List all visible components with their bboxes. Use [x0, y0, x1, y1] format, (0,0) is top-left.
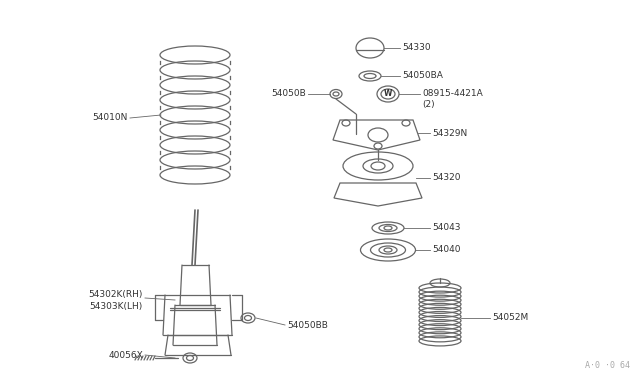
Text: 54052M: 54052M	[492, 314, 528, 323]
Text: W: W	[384, 90, 392, 99]
Text: 54302K(RH): 54302K(RH)	[88, 291, 143, 299]
Text: 54320: 54320	[432, 173, 461, 183]
Text: A·0 ·0 64: A·0 ·0 64	[585, 360, 630, 369]
Text: 54050BA: 54050BA	[402, 71, 443, 80]
Text: 54010N: 54010N	[93, 113, 128, 122]
Text: 54330: 54330	[402, 44, 431, 52]
Text: 08915-4421A: 08915-4421A	[422, 90, 483, 99]
Text: 54050BB: 54050BB	[287, 321, 328, 330]
Text: 40056X: 40056X	[108, 350, 143, 359]
Text: 54050B: 54050B	[271, 90, 306, 99]
Text: (2): (2)	[422, 100, 435, 109]
Text: 54043: 54043	[432, 224, 461, 232]
Text: 54303K(LH): 54303K(LH)	[90, 302, 143, 311]
Text: 54040: 54040	[432, 246, 461, 254]
Text: 54329N: 54329N	[432, 128, 467, 138]
